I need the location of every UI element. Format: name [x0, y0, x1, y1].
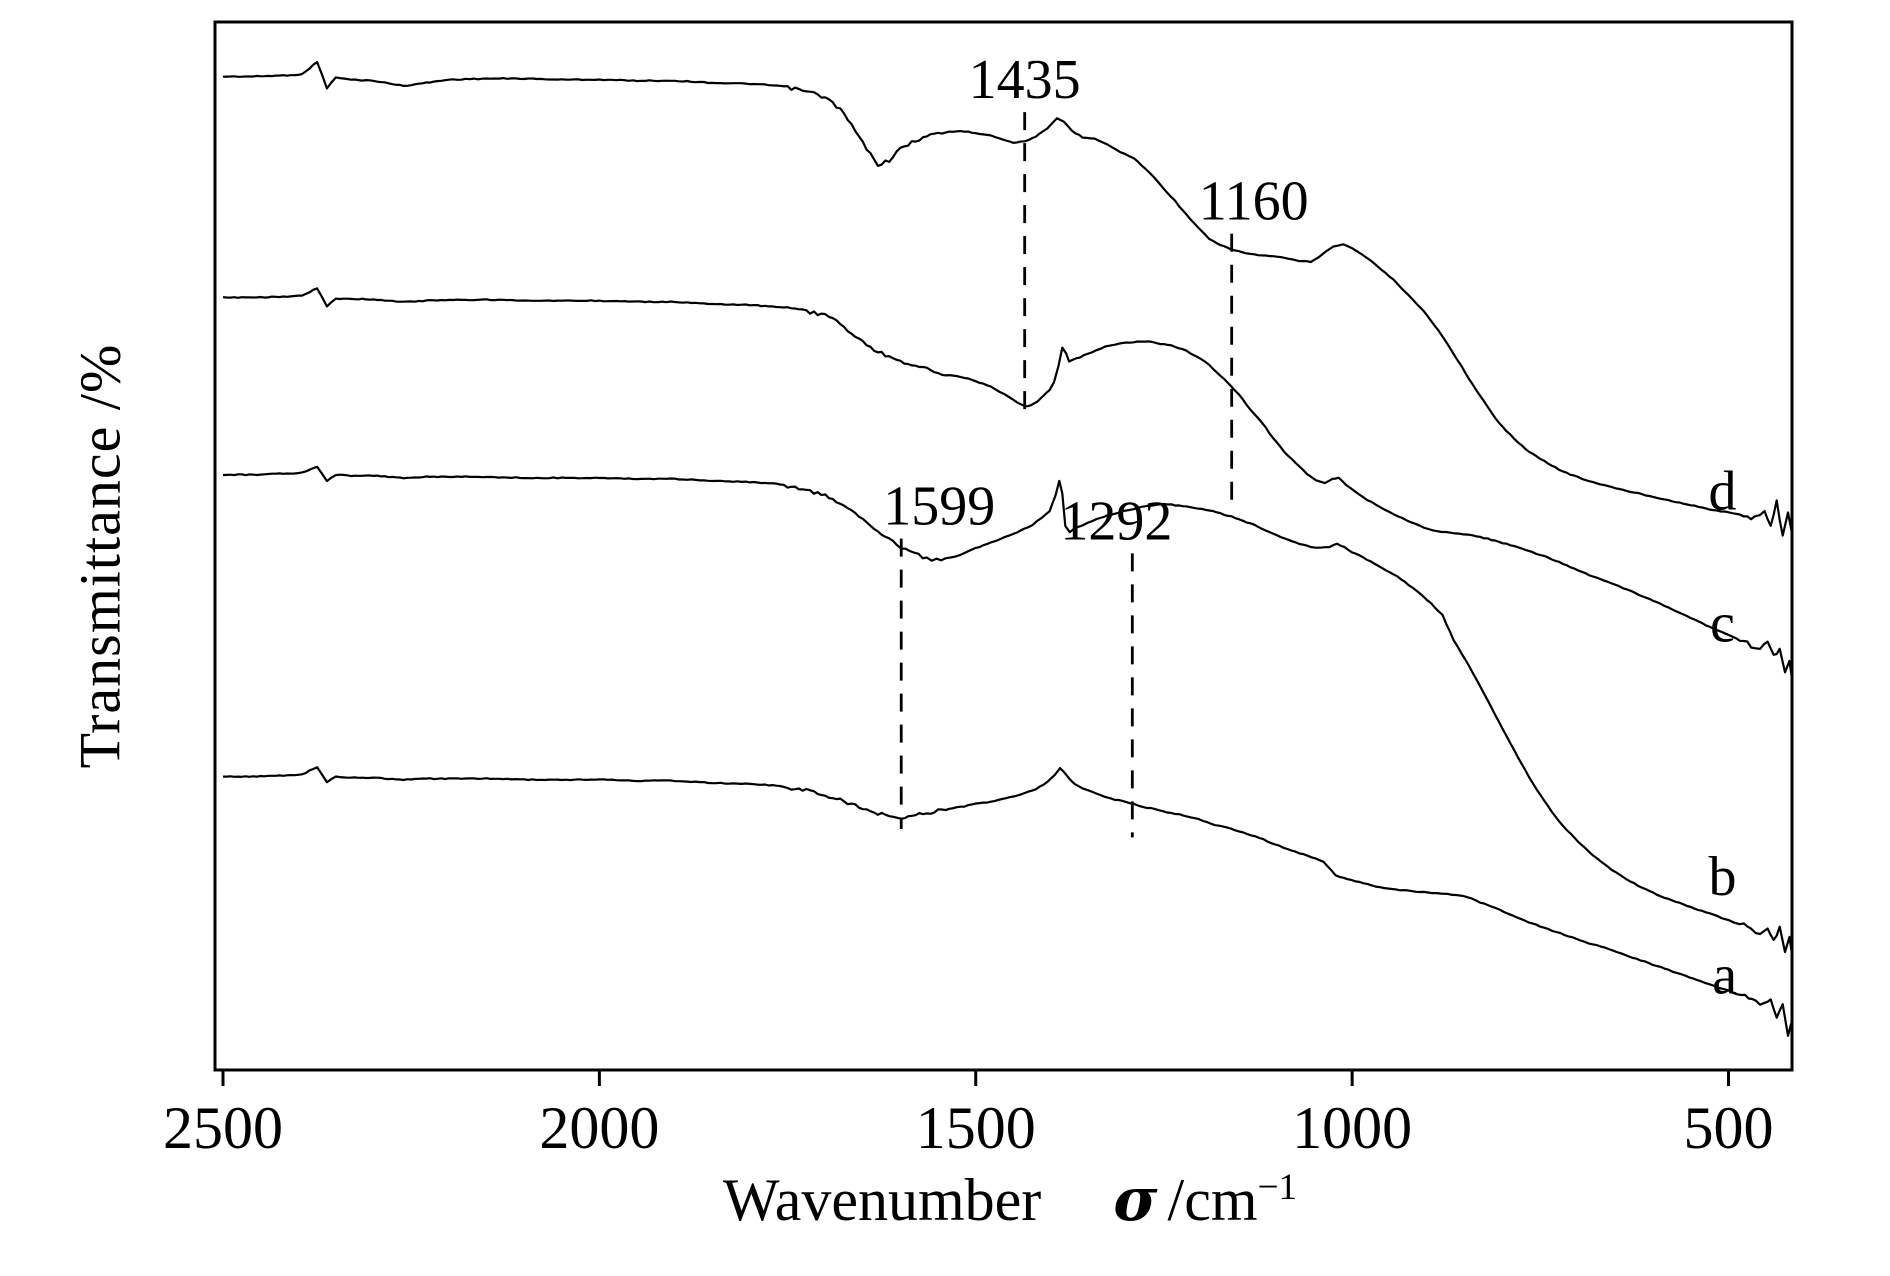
curve-c [222, 287, 1792, 678]
annotation-label-1599: 1599 [883, 476, 995, 538]
y-axis-title: Transmittance /% [67, 344, 134, 769]
plot-border [213, 20, 1794, 1072]
x-axis-unit: /cm [1167, 1167, 1258, 1233]
x-axis-title: Wavenumber σ/cm−1 [723, 1165, 1297, 1235]
curve-d [222, 61, 1792, 537]
annotation-label-1435: 1435 [969, 49, 1081, 111]
x-tick-label-2000: 2000 [539, 1095, 659, 1161]
y-axis-title-text: Transmittance /% [67, 343, 133, 769]
annotation-label-1160: 1160 [1199, 171, 1309, 233]
annotation-label-1292: 1292 [1060, 490, 1172, 552]
series-label-a: a [1712, 945, 1737, 1007]
series-label-b: b [1708, 846, 1736, 908]
x-tick-label-1500: 1500 [916, 1095, 1036, 1161]
x-tick-label-2500: 2500 [163, 1095, 283, 1161]
sigma-symbol: σ [1113, 1165, 1158, 1235]
curve-b [222, 465, 1792, 954]
x-axis-title-text: Wavenumber [722, 1167, 1042, 1233]
curve-a [223, 766, 1792, 1039]
x-axis-exponent: −1 [1257, 1167, 1298, 1208]
series-label-d: d [1708, 461, 1736, 523]
x-tick-label-1000: 1000 [1292, 1095, 1412, 1161]
x-tick-label-500: 500 [1684, 1095, 1774, 1161]
series-label-c: c [1710, 593, 1735, 655]
